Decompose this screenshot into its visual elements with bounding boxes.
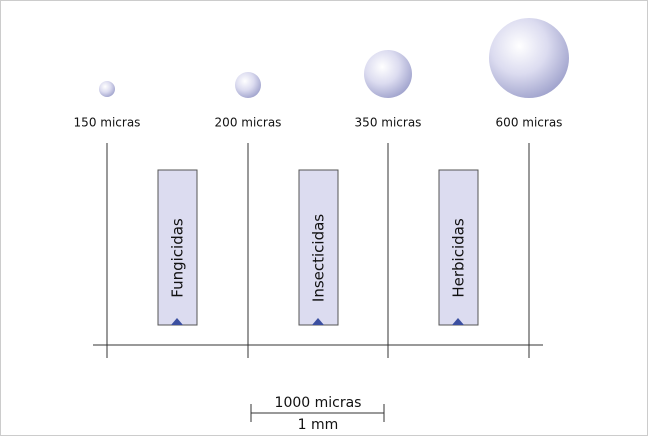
sphere [489,18,569,98]
size-label: 200 micras [215,116,282,130]
scale-unit: 1 mm [298,417,339,433]
size-label: 350 micras [355,116,422,130]
diagram: 150 micras 200 micras 350 micras 600 mic… [0,0,648,436]
bar-label: Herbicidas [450,218,468,297]
bar-label: Fungicidas [169,218,187,298]
sphere [235,72,261,98]
scale-label: 1000 micras [275,395,362,411]
bar-label: Insecticidas [310,214,328,302]
size-label: 600 micras [496,116,563,130]
sphere [364,50,412,98]
sphere [99,81,115,97]
size-label: 150 micras [74,116,141,130]
